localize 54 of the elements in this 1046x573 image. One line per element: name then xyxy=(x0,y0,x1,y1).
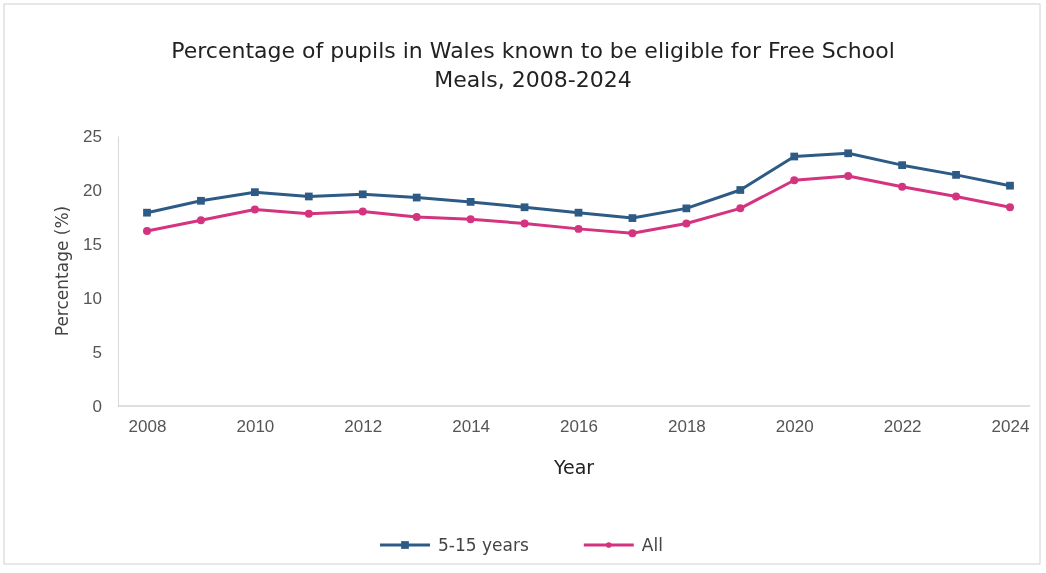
point xyxy=(898,182,907,191)
point xyxy=(304,209,313,218)
y-tick-label: 20 xyxy=(83,180,102,200)
x-tick-label: 2020 xyxy=(775,417,814,437)
point xyxy=(304,192,313,201)
point xyxy=(682,219,691,228)
point xyxy=(466,198,475,206)
point xyxy=(251,188,259,197)
point xyxy=(844,171,853,180)
x-tick-label: 2014 xyxy=(452,417,491,437)
point xyxy=(1006,181,1014,190)
x-tick-label: 2024 xyxy=(991,417,1030,437)
point xyxy=(412,193,421,202)
point xyxy=(790,176,799,185)
point xyxy=(196,216,205,225)
point xyxy=(952,171,960,179)
x-tick-label: 2012 xyxy=(344,417,383,437)
legend-label: 5-15 years xyxy=(438,535,529,555)
point xyxy=(143,227,151,236)
point xyxy=(412,213,421,221)
point xyxy=(844,149,853,158)
point xyxy=(574,224,583,233)
point xyxy=(628,229,637,238)
point xyxy=(466,215,475,224)
point xyxy=(574,208,583,217)
x-axis-title: Year xyxy=(552,456,595,478)
y-tick-label: 10 xyxy=(83,288,102,308)
point xyxy=(628,214,637,222)
x-tick-label: 2018 xyxy=(667,417,706,437)
point xyxy=(143,208,151,217)
point xyxy=(197,196,205,205)
x-tick-label: 2022 xyxy=(883,417,922,437)
chart-title: Percentage of pupils in Wales known to be eligible for Free School Meals, 2008-2024 xyxy=(171,38,895,92)
y-tick-label: 0 xyxy=(92,396,102,416)
x-tick-label: 2010 xyxy=(236,417,275,437)
point xyxy=(358,207,367,216)
y-tick-label: 25 xyxy=(83,126,102,146)
y-tick-label: 15 xyxy=(83,234,102,254)
legend-label: All xyxy=(641,535,663,555)
y-tick-label: 5 xyxy=(92,342,102,362)
point xyxy=(358,190,367,199)
point xyxy=(736,186,745,194)
point xyxy=(1006,203,1014,212)
point xyxy=(682,204,691,213)
point xyxy=(898,161,906,170)
point xyxy=(952,192,961,201)
point xyxy=(250,205,259,214)
point xyxy=(736,204,745,213)
x-tick-label: 2008 xyxy=(128,417,167,437)
point xyxy=(790,152,799,161)
point xyxy=(520,203,529,212)
x-tick-label: 2016 xyxy=(560,417,598,437)
y-axis-title: Percentage (%) xyxy=(52,205,72,337)
point xyxy=(520,219,529,228)
